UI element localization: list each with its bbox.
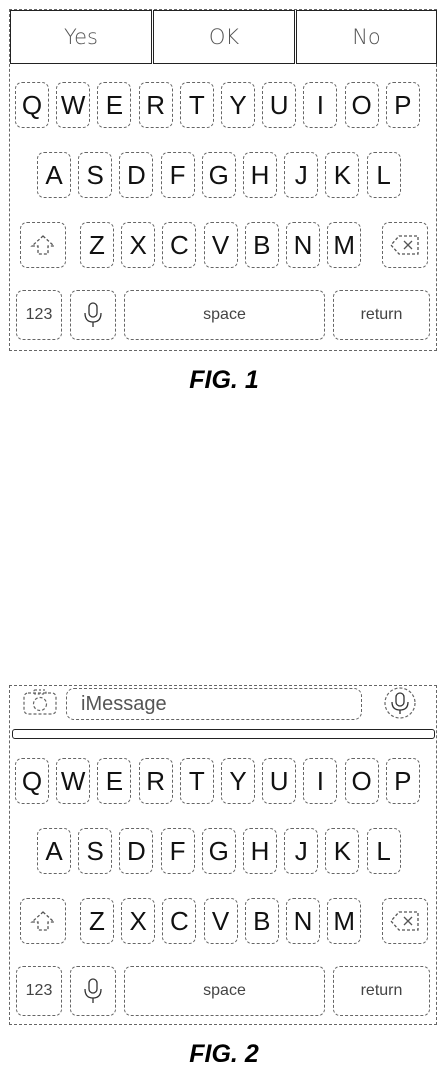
key-l[interactable]: L <box>367 828 401 874</box>
microphone-icon <box>83 976 103 1006</box>
key-q[interactable]: Q <box>15 82 49 128</box>
key-d[interactable]: D <box>119 828 153 874</box>
key-s[interactable]: S <box>78 152 112 198</box>
key-b[interactable]: B <box>245 222 279 268</box>
space-key[interactable]: space <box>124 290 325 340</box>
suggestion-no[interactable]: No <box>296 10 437 64</box>
delete-icon <box>390 910 420 932</box>
key-e[interactable]: E <box>97 758 131 804</box>
key-s[interactable]: S <box>78 828 112 874</box>
shift-key[interactable] <box>20 222 66 268</box>
key-j[interactable]: J <box>284 828 318 874</box>
camera-button[interactable] <box>22 688 58 716</box>
key-n[interactable]: N <box>286 222 320 268</box>
key-y[interactable]: Y <box>221 82 255 128</box>
key-w[interactable]: W <box>56 82 90 128</box>
key-g[interactable]: G <box>202 152 236 198</box>
message-input[interactable]: iMessage <box>66 688 362 720</box>
key-f[interactable]: F <box>161 828 195 874</box>
return-key[interactable]: return <box>333 966 430 1016</box>
key-p[interactable]: P <box>386 82 420 128</box>
key-r[interactable]: R <box>139 82 173 128</box>
key-d[interactable]: D <box>119 152 153 198</box>
key-u[interactable]: U <box>262 758 296 804</box>
key-o[interactable]: O <box>345 82 379 128</box>
key-i[interactable]: I <box>303 758 337 804</box>
fig2-caption: FIG. 2 <box>0 1040 448 1070</box>
key-y[interactable]: Y <box>221 758 255 804</box>
key-b[interactable]: B <box>245 898 279 944</box>
key-z[interactable]: Z <box>80 222 114 268</box>
microphone-icon <box>380 686 420 720</box>
suggestion-yes[interactable]: Yes <box>10 10 152 64</box>
suggestion-bar <box>12 729 435 739</box>
shift-key[interactable] <box>20 898 66 944</box>
key-h[interactable]: H <box>243 828 277 874</box>
key-i[interactable]: I <box>303 82 337 128</box>
key-p[interactable]: P <box>386 758 420 804</box>
key-c[interactable]: C <box>162 898 196 944</box>
key-x[interactable]: X <box>121 222 155 268</box>
microphone-icon <box>83 300 103 330</box>
key-q[interactable]: Q <box>15 758 49 804</box>
key-k[interactable]: K <box>325 828 359 874</box>
key-h[interactable]: H <box>243 152 277 198</box>
key-o[interactable]: O <box>345 758 379 804</box>
key-k[interactable]: K <box>325 152 359 198</box>
key-l[interactable]: L <box>367 152 401 198</box>
fig1-caption: FIG. 1 <box>0 366 448 396</box>
key-e[interactable]: E <box>97 82 131 128</box>
key-t[interactable]: T <box>180 82 214 128</box>
dictation-button[interactable] <box>380 686 420 720</box>
key-z[interactable]: Z <box>80 898 114 944</box>
numbers-key[interactable]: 123 <box>16 290 62 340</box>
key-v[interactable]: V <box>204 222 238 268</box>
return-key[interactable]: return <box>333 290 430 340</box>
delete-key[interactable] <box>382 898 428 944</box>
dictation-key[interactable] <box>70 966 116 1016</box>
shift-icon <box>30 910 56 932</box>
key-g[interactable]: G <box>202 828 236 874</box>
key-f[interactable]: F <box>161 152 195 198</box>
key-m[interactable]: M <box>327 222 361 268</box>
key-r[interactable]: R <box>139 758 173 804</box>
key-j[interactable]: J <box>284 152 318 198</box>
delete-key[interactable] <box>382 222 428 268</box>
shift-icon <box>30 234 56 256</box>
camera-icon <box>22 688 58 716</box>
suggestion-ok[interactable]: OK <box>153 10 295 64</box>
space-key[interactable]: space <box>124 966 325 1016</box>
key-n[interactable]: N <box>286 898 320 944</box>
key-w[interactable]: W <box>56 758 90 804</box>
key-c[interactable]: C <box>162 222 196 268</box>
key-t[interactable]: T <box>180 758 214 804</box>
delete-icon <box>390 234 420 256</box>
numbers-key[interactable]: 123 <box>16 966 62 1016</box>
key-a[interactable]: A <box>37 152 71 198</box>
key-u[interactable]: U <box>262 82 296 128</box>
dictation-key[interactable] <box>70 290 116 340</box>
key-x[interactable]: X <box>121 898 155 944</box>
key-m[interactable]: M <box>327 898 361 944</box>
key-a[interactable]: A <box>37 828 71 874</box>
key-v[interactable]: V <box>204 898 238 944</box>
